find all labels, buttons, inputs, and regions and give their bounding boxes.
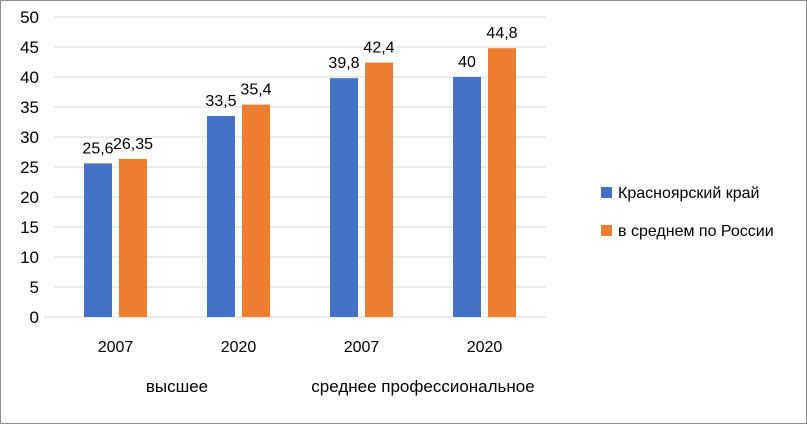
bar-krasnoyarsk (207, 116, 235, 317)
data-label: 33,5 (205, 93, 236, 110)
data-label: 25,6 (82, 140, 113, 157)
data-label: 26,35 (113, 136, 153, 153)
x-tick-label: 2007 (344, 339, 380, 356)
y-tick-label: 25 (20, 158, 39, 177)
legend-swatch (601, 225, 612, 236)
bar-russia (119, 158, 147, 317)
y-tick-label: 5 (30, 278, 39, 297)
y-tick-label: 45 (20, 38, 39, 57)
y-tick-label: 35 (20, 98, 39, 117)
bar-russia (488, 48, 516, 317)
data-label: 42,4 (363, 40, 394, 57)
x-tick-label: 2020 (221, 339, 257, 356)
bar-krasnoyarsk (453, 77, 481, 317)
data-label: 39,8 (328, 55, 359, 72)
group-label: среднее профессиональное (311, 377, 534, 396)
bar-krasnoyarsk (84, 163, 112, 317)
y-tick-label: 50 (20, 8, 39, 27)
legend-label: Красноярский край (618, 185, 759, 202)
y-tick-label: 30 (20, 128, 39, 147)
x-tick-label: 2020 (467, 339, 503, 356)
bar-russia (242, 104, 270, 317)
x-tick-label: 2007 (98, 339, 134, 356)
y-tick-label: 20 (20, 188, 39, 207)
y-tick-label: 10 (20, 248, 39, 267)
y-tick-label: 40 (20, 68, 39, 87)
y-tick-label: 0 (30, 308, 39, 327)
data-label: 44,8 (486, 25, 517, 42)
legend-label: в среднем по России (618, 223, 774, 240)
y-tick-label: 15 (20, 218, 39, 237)
data-label: 35,4 (240, 82, 271, 99)
data-label: 40 (458, 54, 476, 71)
legend-swatch (601, 187, 612, 198)
group-label: высшее (146, 377, 208, 396)
bar-russia (365, 62, 393, 317)
bar-krasnoyarsk (330, 78, 358, 317)
